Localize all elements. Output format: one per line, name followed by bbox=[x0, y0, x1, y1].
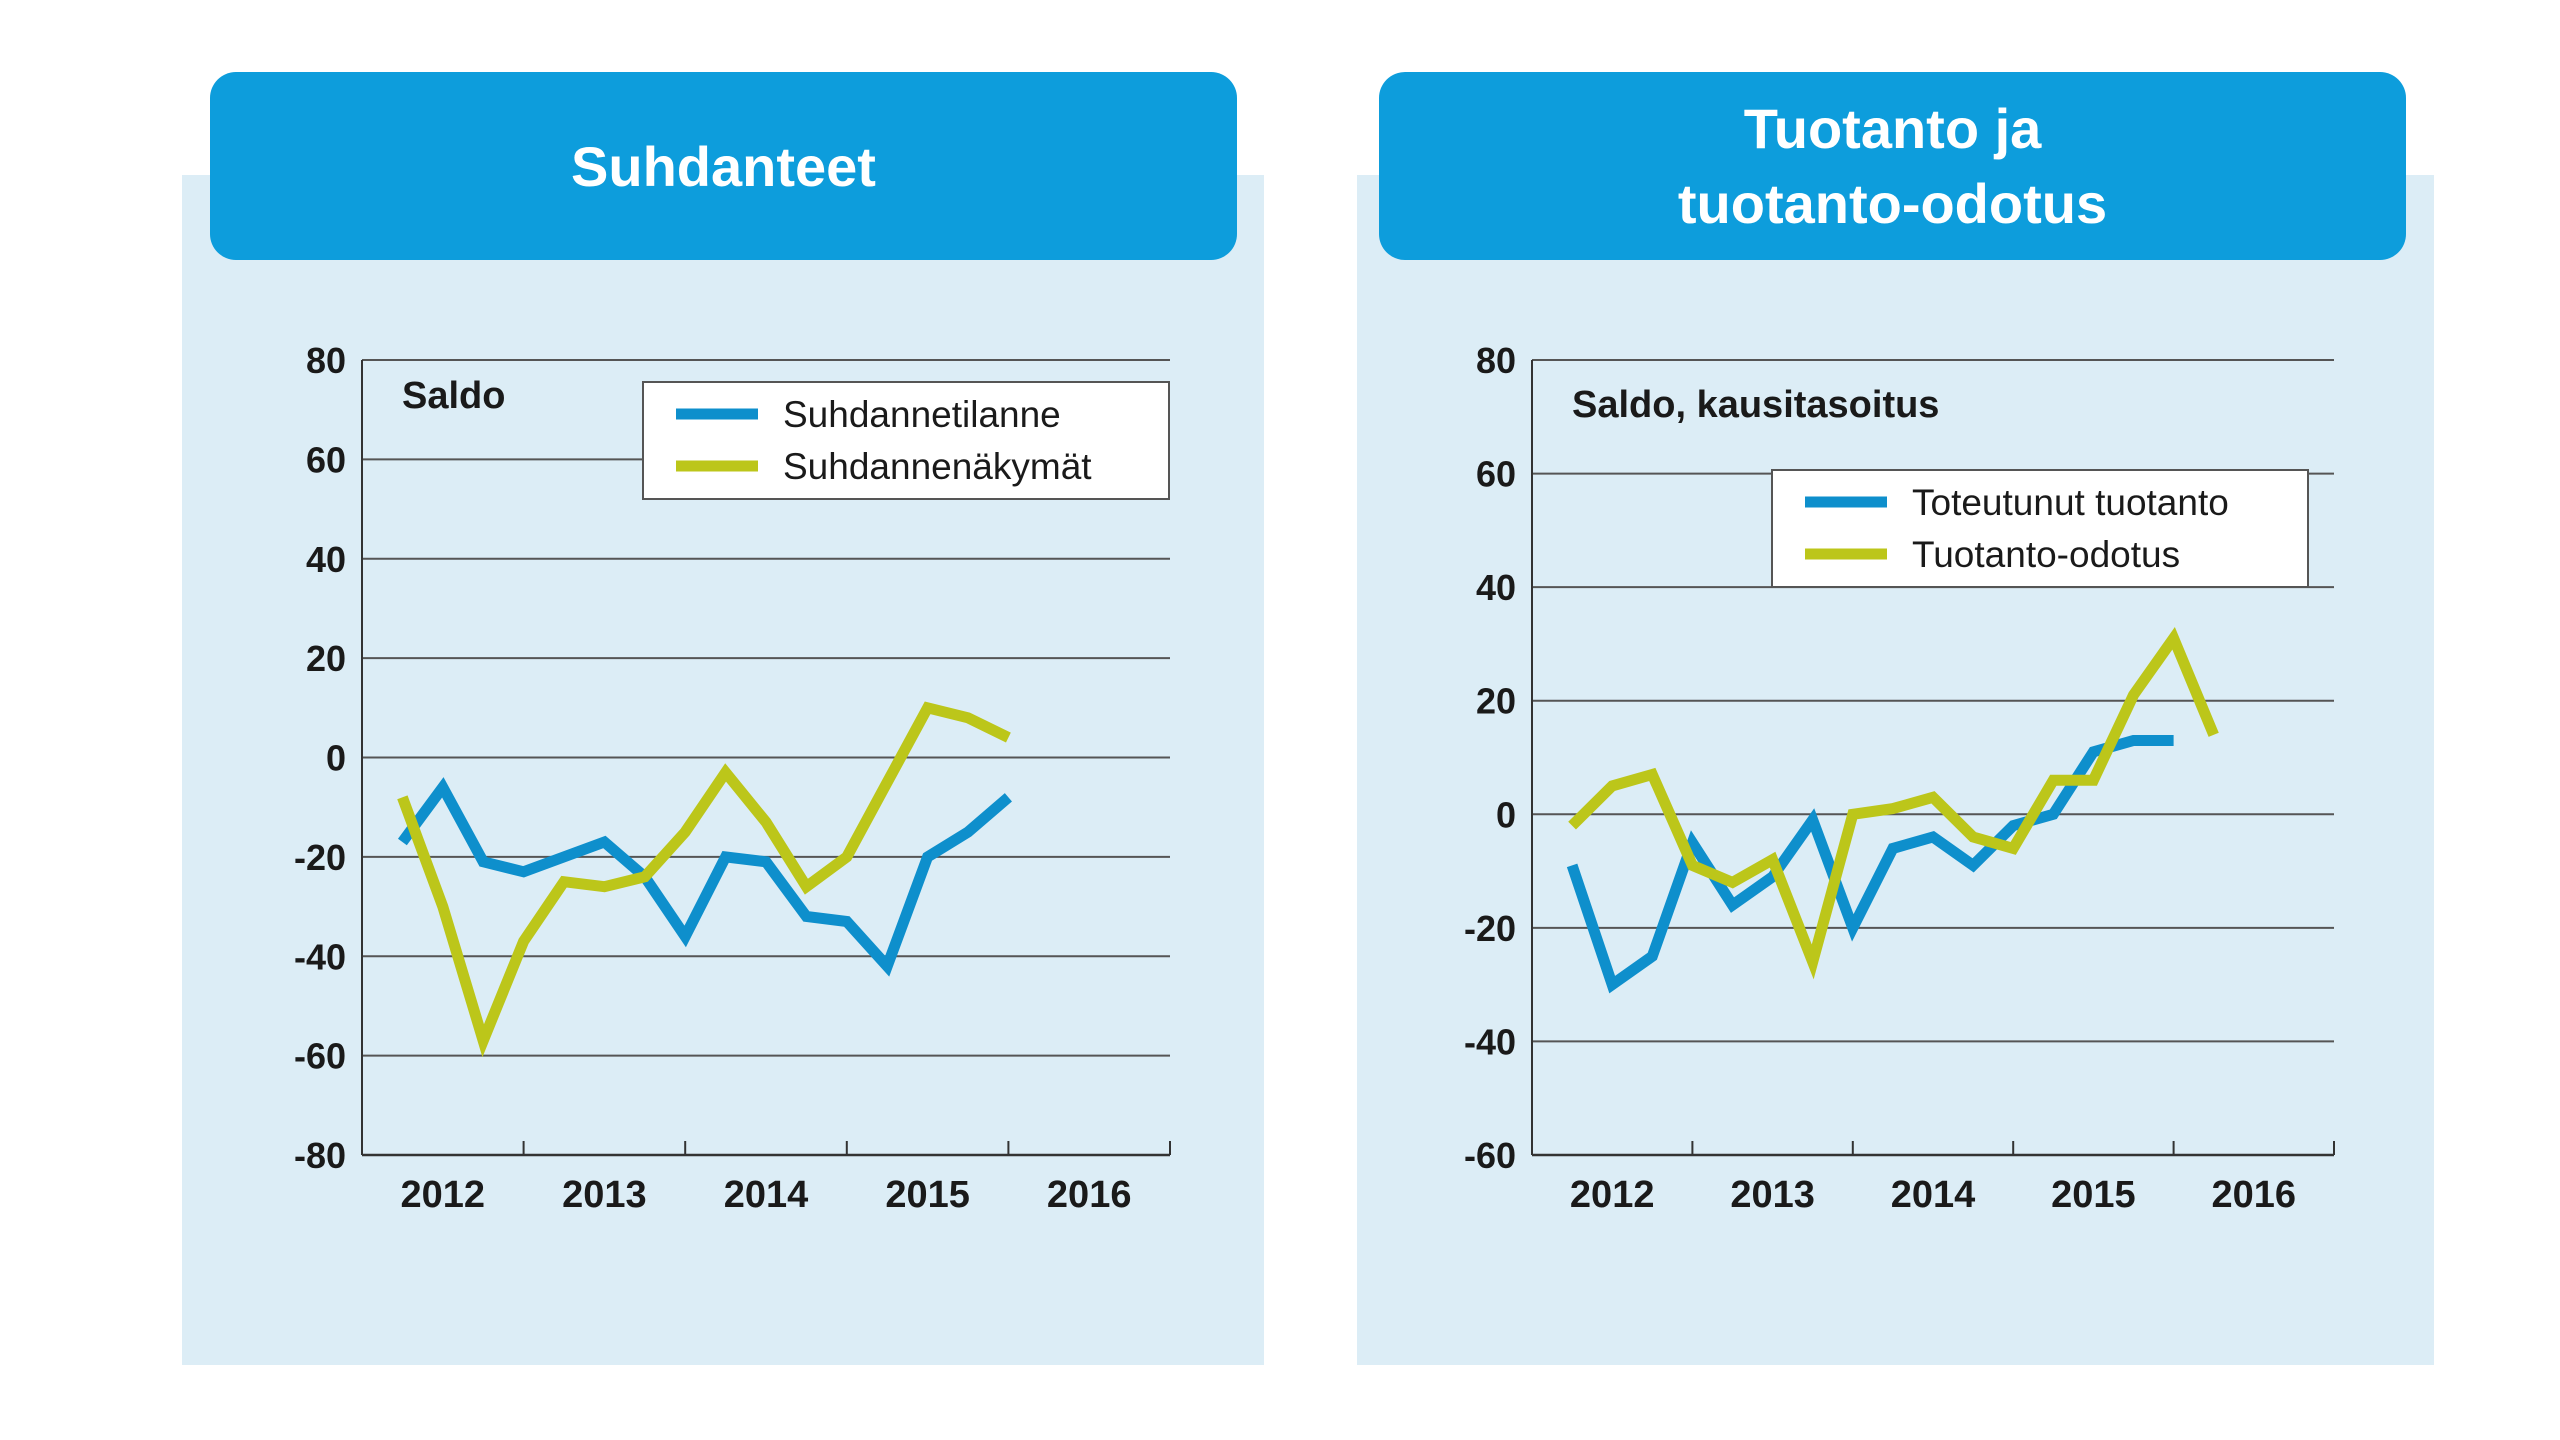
legend: Toteutunut tuotanto Tuotanto-odotus bbox=[1771, 469, 2309, 588]
right-panel-title: Tuotanto ja tuotanto-odotus bbox=[1677, 97, 2108, 235]
legend-label: Tuotanto-odotus bbox=[1912, 534, 2180, 575]
x-tick-label: 2015 bbox=[2051, 1174, 2136, 1216]
y-tick-label: -40 bbox=[1464, 1021, 1516, 1062]
x-tick-label: 2015 bbox=[885, 1174, 970, 1216]
y-tick-label: 0 bbox=[1496, 794, 1516, 835]
y-tick-label: 20 bbox=[306, 638, 346, 679]
legend-box bbox=[1771, 469, 2309, 588]
series-line-2 bbox=[397, 701, 1011, 1058]
right-panel-header: Tuotanto ja tuotanto-odotus bbox=[1379, 72, 2406, 260]
y-tick-label: 40 bbox=[306, 539, 346, 580]
y-tick-label: -40 bbox=[294, 936, 346, 977]
x-tick-label: 2013 bbox=[1730, 1174, 1815, 1216]
legend-label: Toteutunut tuotanto bbox=[1912, 482, 2229, 523]
legend: Suhdannetilanne Suhdannenäkymät bbox=[642, 381, 1170, 500]
left-panel-header: Suhdanteet bbox=[210, 72, 1237, 260]
y-tick-label: 80 bbox=[306, 340, 346, 381]
x-tick-label: 2016 bbox=[1047, 1174, 1132, 1216]
y-tick-label: -20 bbox=[294, 837, 346, 878]
y-tick-label: -60 bbox=[294, 1036, 346, 1077]
legend-label: Suhdannetilanne bbox=[783, 394, 1061, 435]
y-tick-label: -80 bbox=[294, 1135, 346, 1176]
y-axis-label: Saldo, kausitasoitus bbox=[1572, 384, 1939, 426]
left-panel-title: Suhdanteet bbox=[571, 134, 876, 198]
x-tick-label: 2016 bbox=[2212, 1174, 2297, 1216]
x-tick-label: 2012 bbox=[401, 1174, 486, 1216]
series-line-1 bbox=[397, 777, 1012, 977]
chart-2: 80 60 40 20 0 -20 -40 -60 2012 2013 2014 2015 2016 Sa… bbox=[1464, 340, 2335, 1216]
x-tick-label: 2012 bbox=[1570, 1174, 1655, 1216]
x-tick-label: 2014 bbox=[1891, 1174, 1976, 1216]
y-tick-label: 60 bbox=[306, 439, 346, 480]
chart-1: 80 60 40 20 0 -20 -40 -60 -80 2012 2013 2014 2015 201… bbox=[294, 340, 1171, 1216]
y-axis-label: Saldo bbox=[402, 375, 505, 417]
x-tick-label: 2014 bbox=[724, 1174, 809, 1216]
y-tick-label: 20 bbox=[1476, 681, 1516, 722]
right-panel-background bbox=[1357, 175, 2434, 1365]
y-tick-label: 40 bbox=[1476, 567, 1516, 608]
x-tick-label: 2013 bbox=[562, 1174, 647, 1216]
y-tick-label: 0 bbox=[326, 738, 346, 779]
y-tick-label: 80 bbox=[1476, 340, 1516, 381]
y-tick-label: -20 bbox=[1464, 908, 1516, 949]
legend-label: Suhdannenäkymät bbox=[783, 446, 1092, 487]
y-tick-label: 60 bbox=[1476, 454, 1516, 495]
y-tick-label: -60 bbox=[1464, 1135, 1516, 1176]
series-line-2 bbox=[1568, 626, 2219, 980]
legend-box bbox=[642, 381, 1170, 500]
